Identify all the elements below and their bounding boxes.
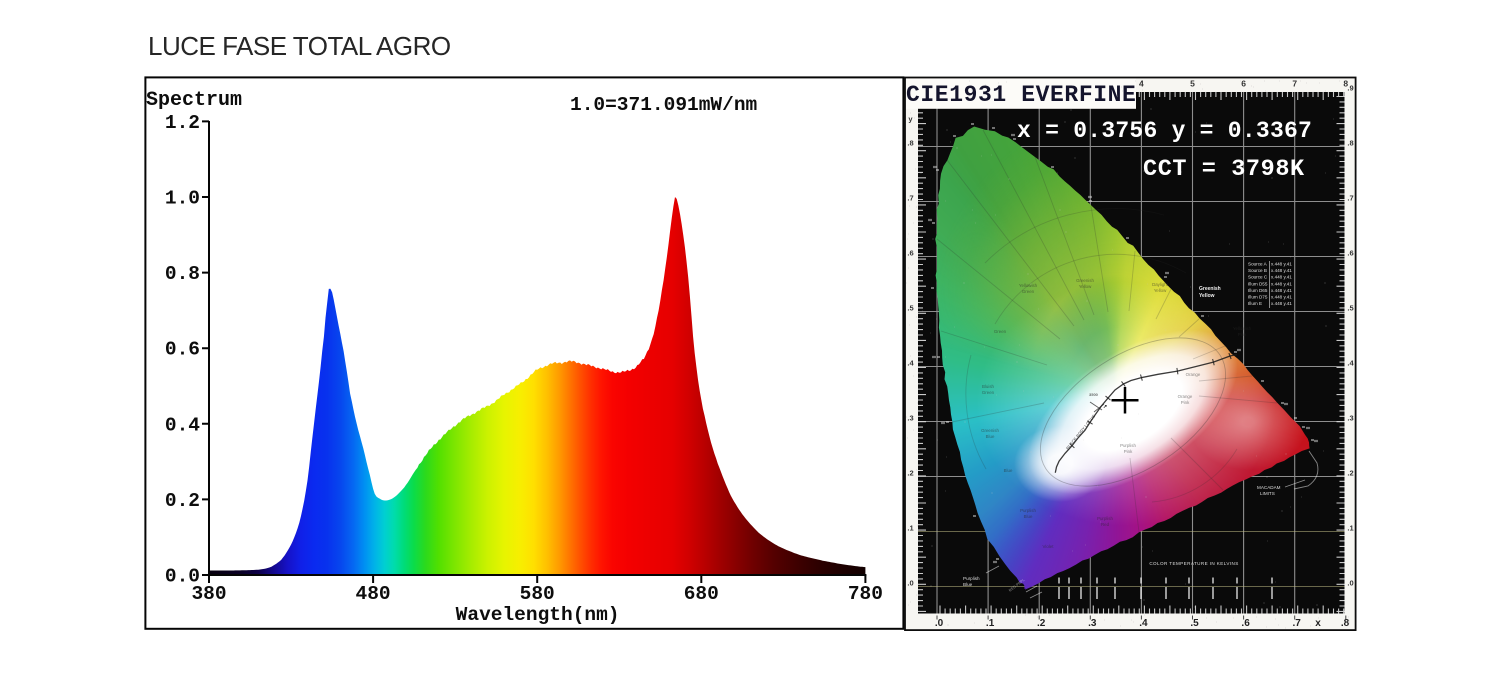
svg-text:Source B: Source B [1248,268,1267,273]
svg-text:Violet: Violet [1043,544,1055,549]
svg-text:Illum D75: Illum D75 [1248,295,1268,300]
svg-text:x.448 y.41: x.448 y.41 [1271,295,1292,300]
svg-text:↗: ↗ [1103,404,1107,410]
svg-text:x.448 y.41: x.448 y.41 [1271,301,1292,306]
svg-text:Yellowish: Yellowish [1233,326,1252,331]
svg-text:MACADAM: MACADAM [1257,485,1281,490]
svg-text:4: 4 [1139,79,1144,89]
svg-text:380: 380 [191,583,226,605]
svg-text:Blue: Blue [1004,468,1013,473]
svg-text:.4: .4 [1347,359,1354,368]
svg-text:Pink: Pink [1124,449,1133,454]
svg-text:1.0: 1.0 [165,188,200,210]
svg-text:Purplish: Purplish [1097,516,1113,521]
svg-text:Pink: Pink [1238,332,1247,337]
svg-text:y: y [908,115,913,124]
svg-text:.6: .6 [1347,249,1353,258]
svg-text:BLACK BODY LOCUS: BLACK BODY LOCUS [1065,413,1096,450]
svg-text:.1: .1 [986,618,995,629]
svg-text:Daylight: Daylight [1152,282,1169,287]
svg-text:Greenish: Greenish [1076,278,1094,283]
svg-text:.3: .3 [907,414,913,423]
svg-text:Red: Red [1101,522,1110,527]
svg-text:Purplish: Purplish [1020,508,1036,513]
svg-text:Green: Green [994,329,1007,334]
svg-text:Spectrum: Spectrum [146,89,242,112]
svg-text:Green: Green [1022,289,1035,294]
svg-text:.5: .5 [1347,304,1353,313]
svg-text:.8: .8 [1341,618,1350,629]
svg-text:Greenish: Greenish [981,428,999,433]
svg-text:.6: .6 [907,249,913,258]
svg-text:8: 8 [1343,79,1348,89]
svg-text:.3: .3 [1347,414,1353,423]
svg-text:7: 7 [1292,79,1297,89]
svg-text:COLOR TEMPERATURE IN KELVINS: COLOR TEMPERATURE IN KELVINS [1149,561,1238,566]
svg-text:.0: .0 [907,579,913,588]
svg-text:Blue: Blue [963,582,973,587]
svg-text:.3: .3 [1088,618,1097,629]
svg-text:480: 480 [356,583,391,605]
svg-text:Illum D55: Illum D55 [1248,281,1268,286]
svg-text:x.448 y.41: x.448 y.41 [1271,262,1292,267]
svg-text:.5: .5 [1190,618,1199,629]
svg-text:x.448 y.41: x.448 y.41 [1271,268,1292,273]
svg-text:6: 6 [1241,79,1246,89]
svg-text:x.448 y.41: x.448 y.41 [1271,275,1292,280]
svg-text:Purplish: Purplish [963,576,980,581]
svg-text:.8: .8 [1347,139,1353,148]
svg-text:.2: .2 [907,469,913,478]
svg-text:0.0: 0.0 [165,566,200,588]
svg-text:Yellowish: Yellowish [1019,283,1038,288]
svg-text:0.8: 0.8 [165,263,200,285]
svg-text:Pink: Pink [1181,400,1190,405]
svg-text:x: x [1315,618,1321,629]
svg-text:1.2: 1.2 [165,112,200,134]
svg-text:.1: .1 [1347,524,1353,533]
svg-text:Yellow: Yellow [1154,288,1167,293]
svg-text:Source C: Source C [1248,275,1268,280]
svg-text:5: 5 [1190,79,1195,89]
svg-text:LIMITS: LIMITS [1260,491,1275,496]
svg-text:Illum E: Illum E [1248,301,1262,306]
svg-text:3500: 3500 [1089,392,1099,397]
svg-text:Blue: Blue [1024,514,1033,519]
svg-text:.7: .7 [1347,194,1353,203]
svg-text:.1: .1 [907,524,913,533]
svg-text:Orange: Orange [1186,372,1201,377]
svg-text:.2: .2 [1037,618,1046,629]
svg-text:.4: .4 [907,359,914,368]
svg-text:Wavelength(nm): Wavelength(nm) [456,604,620,626]
svg-text:Yellow: Yellow [1079,284,1092,289]
svg-text:.8: .8 [907,139,913,148]
svg-text:Source A: Source A [1248,262,1268,267]
svg-text:Yellow: Yellow [1199,293,1215,299]
svg-text:680: 680 [684,583,719,605]
svg-text:Orange: Orange [1178,394,1193,399]
svg-text:.2: .2 [1347,469,1353,478]
svg-text:Green: Green [982,390,995,395]
svg-text:580: 580 [520,583,555,605]
svg-text:.6: .6 [1241,618,1250,629]
svg-text:0.4: 0.4 [165,414,200,436]
svg-text:.5: .5 [907,304,913,313]
svg-text:.7: .7 [1293,618,1302,629]
svg-text:Illum D65: Illum D65 [1248,288,1268,293]
svg-text:.9: .9 [1347,84,1353,93]
svg-text:Blue: Blue [986,434,995,439]
svg-text:0.2: 0.2 [165,490,200,512]
svg-text:780: 780 [848,583,883,605]
svg-text:.4: .4 [1139,618,1148,629]
svg-text:1.0=371.091mW/nm: 1.0=371.091mW/nm [570,94,757,116]
svg-text:Greenish: Greenish [1199,286,1221,292]
svg-text:Purplish: Purplish [1120,443,1136,448]
svg-text:Bluish: Bluish [982,384,995,389]
svg-text:0.6: 0.6 [165,339,200,361]
svg-text:.7: .7 [907,194,913,203]
svg-text:RED PRPL: RED PRPL [1008,578,1025,593]
svg-text:x.448 y.41: x.448 y.41 [1271,288,1292,293]
svg-text:x.448 y.41: x.448 y.41 [1271,281,1292,286]
svg-text:.0: .0 [935,618,944,629]
svg-text:.0: .0 [1347,579,1353,588]
